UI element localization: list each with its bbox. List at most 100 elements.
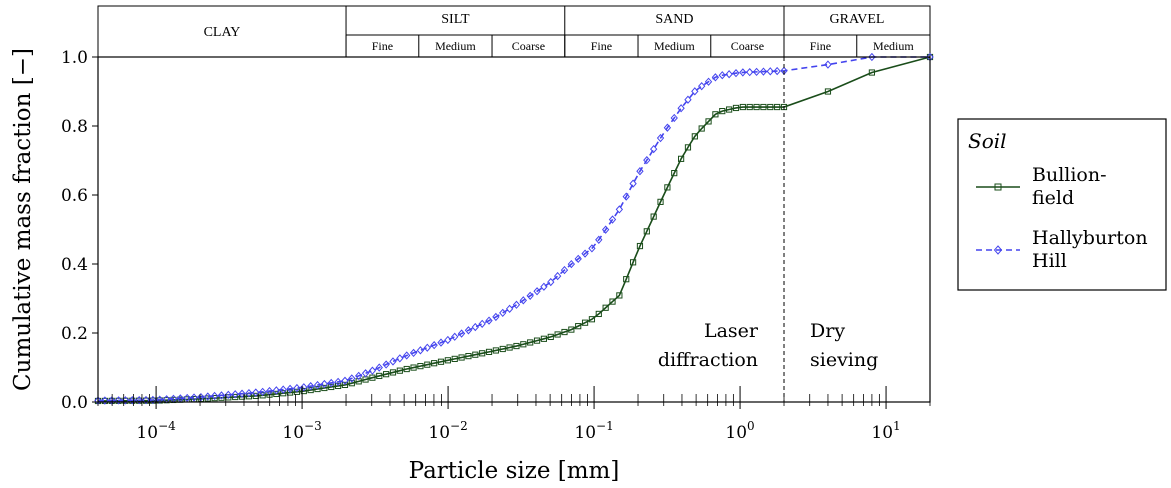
data-point-hallyburton-hill bbox=[135, 395, 143, 405]
header-subclass-medium: Medium bbox=[654, 39, 695, 53]
data-point-hallyburton-hill bbox=[629, 179, 637, 188]
plot-series bbox=[94, 53, 934, 405]
data-point-hallyburton-hill bbox=[272, 386, 281, 395]
data-point-hallyburton-hill bbox=[766, 67, 774, 76]
header-subclass-medium: Medium bbox=[435, 39, 476, 53]
data-point-bullionfield bbox=[389, 369, 397, 376]
data-point-hallyburton-hill bbox=[636, 167, 644, 176]
header-group-sand: SAND bbox=[655, 12, 693, 27]
data-point-bullionfield bbox=[479, 350, 486, 357]
data-point-hallyburton-hill bbox=[608, 215, 617, 224]
data-point-hallyburton-hill bbox=[396, 354, 404, 363]
data-point-bullionfield bbox=[527, 339, 534, 346]
data-point-hallyburton-hill bbox=[499, 308, 507, 318]
data-point-hallyburton-hill bbox=[183, 393, 191, 403]
data-point-hallyburton-hill bbox=[464, 326, 473, 335]
data-point-hallyburton-hill bbox=[457, 329, 466, 338]
data-point-hallyburton-hill bbox=[677, 104, 685, 113]
data-point-bullionfield bbox=[458, 354, 465, 361]
data-point-hallyburton-hill bbox=[547, 277, 555, 287]
data-point-bullionfield bbox=[369, 374, 376, 381]
legend-label-hallyburton-hill: Hill bbox=[1032, 250, 1067, 272]
data-point-hallyburton-hill bbox=[471, 322, 479, 332]
header-group-gravel: GRAVEL bbox=[830, 12, 885, 27]
data-point-bullionfield bbox=[451, 355, 458, 362]
data-point-bullionfield bbox=[341, 381, 349, 389]
legend-box bbox=[957, 118, 1167, 291]
data-point-bullionfield bbox=[293, 388, 301, 395]
data-point-bullionfield bbox=[280, 390, 287, 397]
x-tick-label: 10−1 bbox=[574, 419, 613, 443]
y-tick-label: 0.6 bbox=[61, 186, 88, 206]
data-point-hallyburton-hill bbox=[650, 144, 658, 154]
data-point-bullionfield bbox=[321, 384, 328, 392]
data-point-hallyburton-hill bbox=[204, 392, 212, 401]
data-point-bullionfield bbox=[616, 292, 623, 299]
data-point-hallyburton-hill bbox=[691, 87, 699, 96]
series-clip-group bbox=[94, 53, 934, 405]
data-point-bullionfield bbox=[767, 103, 774, 111]
header-subclass-coarse: Coarse bbox=[731, 39, 764, 53]
header-subclass-coarse: Coarse bbox=[512, 39, 545, 53]
data-point-hallyburton-hill bbox=[245, 388, 253, 398]
data-point-hallyburton-hill bbox=[622, 192, 630, 201]
data-point-bullionfield bbox=[678, 155, 685, 162]
data-point-bullionfield bbox=[376, 372, 383, 380]
data-point-bullionfield bbox=[824, 88, 832, 95]
size-class-header: CLAY SILT SAND GRAVEL Fine Medium Coarse Fine Me… bbox=[97, 5, 931, 58]
data-point-bullionfield bbox=[437, 358, 445, 365]
data-point-bullionfield bbox=[307, 386, 314, 394]
data-point-hallyburton-hill bbox=[519, 296, 527, 305]
data-point-hallyburton-hill bbox=[101, 396, 109, 405]
data-point-hallyburton-hill bbox=[567, 259, 576, 269]
data-point-hallyburton-hill bbox=[746, 67, 754, 77]
data-point-hallyburton-hill bbox=[286, 384, 294, 393]
data-point-hallyburton-hill bbox=[773, 66, 781, 76]
data-point-bullionfield bbox=[698, 125, 705, 132]
data-point-hallyburton-hill bbox=[258, 387, 267, 397]
data-point-hallyburton-hill bbox=[451, 332, 459, 341]
data-point-bullionfield bbox=[259, 392, 266, 399]
data-point-hallyburton-hill bbox=[217, 391, 226, 400]
data-point-hallyburton-hill bbox=[526, 291, 534, 300]
data-point-bullionfield bbox=[472, 351, 479, 358]
data-point-bullionfield bbox=[691, 133, 698, 140]
data-point-bullionfield bbox=[712, 111, 719, 118]
data-point-hallyburton-hill bbox=[403, 351, 411, 360]
data-point-hallyburton-hill bbox=[732, 68, 740, 78]
data-point-bullionfield bbox=[335, 382, 342, 390]
data-point-hallyburton-hill bbox=[327, 378, 335, 388]
data-point-bullionfield bbox=[232, 393, 239, 401]
data-point-bullionfield bbox=[417, 363, 424, 370]
data-point-hallyburton-hill bbox=[142, 395, 150, 405]
data-point-bullionfield bbox=[328, 383, 335, 391]
header-group-silt: SILT bbox=[441, 12, 470, 27]
data-point-hallyburton-hill bbox=[238, 389, 246, 398]
data-point-bullionfield bbox=[753, 103, 760, 111]
data-point-hallyburton-hill bbox=[348, 374, 356, 383]
data-point-hallyburton-hill bbox=[698, 82, 706, 91]
data-point-bullionfield bbox=[705, 118, 712, 125]
data-point-bullionfield bbox=[520, 341, 527, 348]
data-point-bullionfield bbox=[314, 385, 321, 393]
data-point-bullionfield bbox=[739, 103, 746, 111]
data-point-hallyburton-hill bbox=[643, 155, 651, 165]
data-point-bullionfield bbox=[211, 395, 218, 402]
data-point-bullionfield bbox=[746, 103, 753, 111]
data-point-bullionfield bbox=[650, 213, 657, 220]
data-point-hallyburton-hill bbox=[725, 70, 733, 79]
data-point-hallyburton-hill bbox=[149, 395, 157, 405]
data-point-bullionfield bbox=[602, 304, 609, 311]
header-subclass-fine: Fine bbox=[372, 39, 393, 53]
data-point-hallyburton-hill bbox=[409, 348, 418, 358]
legend-label-bullionfield: Bullion- bbox=[1032, 164, 1107, 186]
data-point-bullionfield bbox=[403, 365, 410, 373]
data-point-hallyburton-hill bbox=[663, 123, 672, 132]
data-point-bullionfield bbox=[868, 69, 876, 76]
data-point-bullionfield bbox=[300, 387, 307, 395]
data-point-hallyburton-hill bbox=[293, 383, 301, 393]
data-point-hallyburton-hill bbox=[512, 300, 521, 309]
data-point-bullionfield bbox=[506, 344, 513, 351]
